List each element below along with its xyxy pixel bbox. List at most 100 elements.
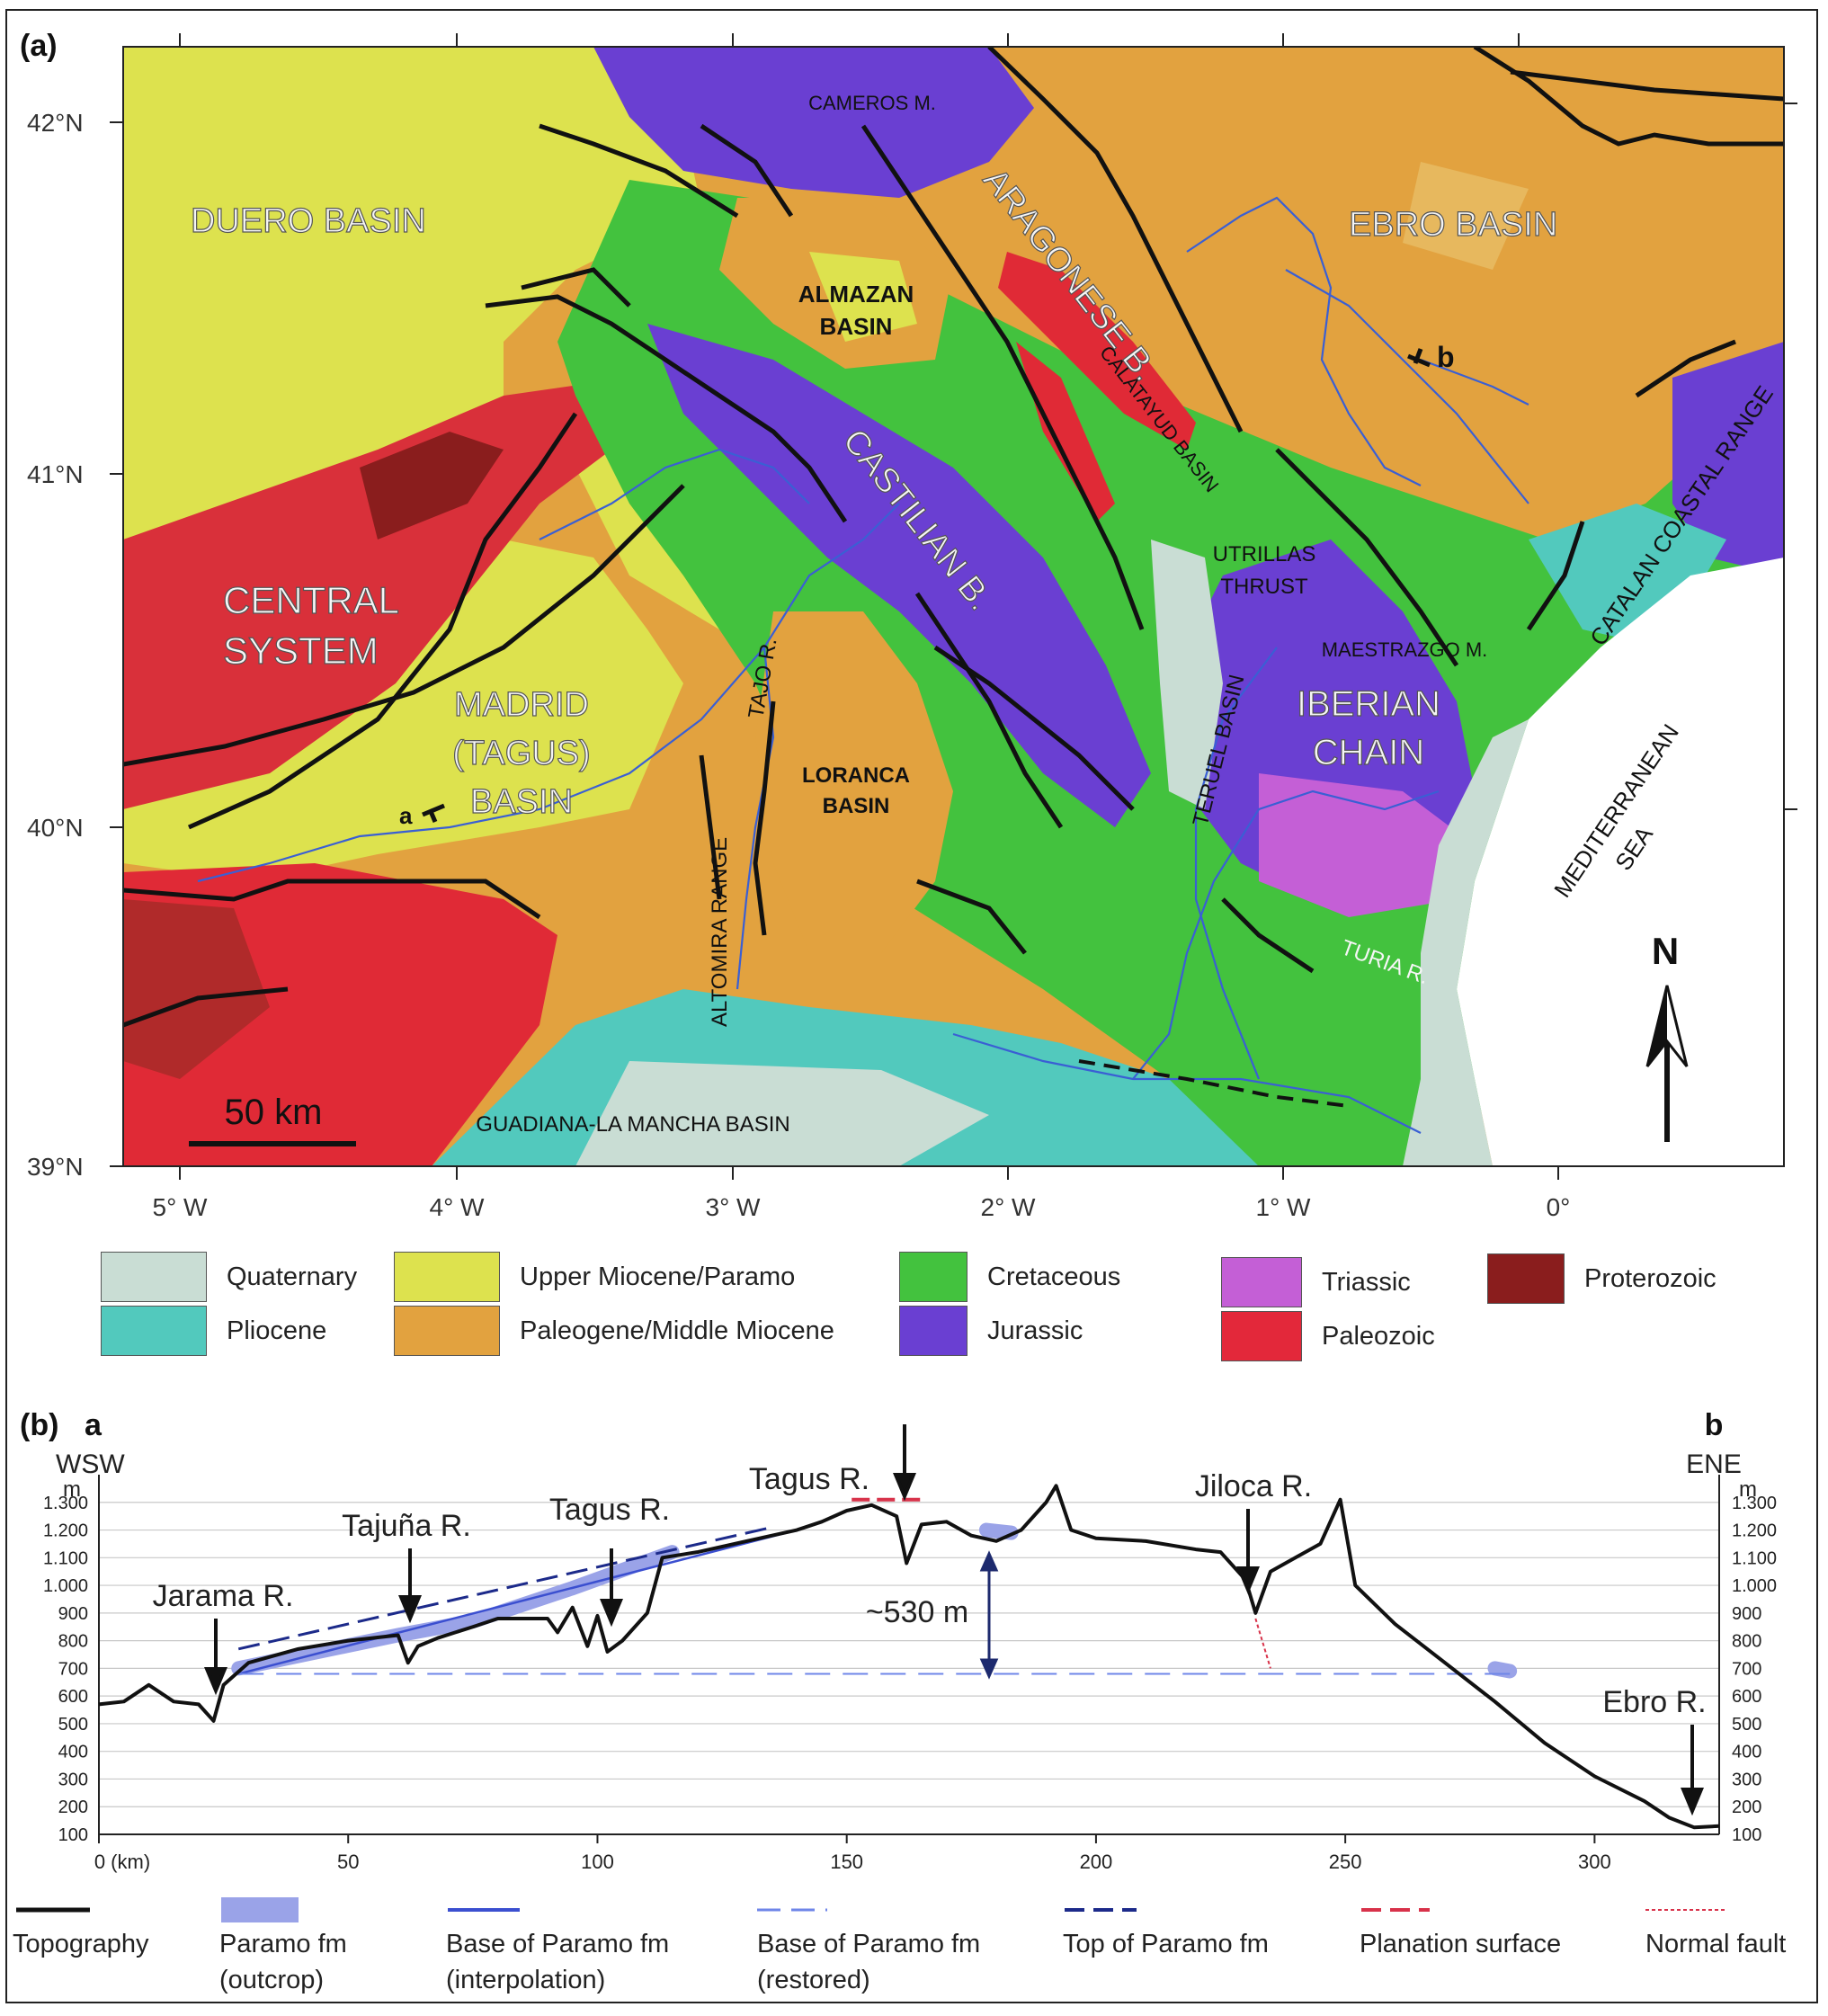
swatch-paleogene [394, 1306, 500, 1356]
river-ebro-label: Ebro R. [1602, 1685, 1706, 1719]
river-jarama-label: Jarama R. [153, 1579, 294, 1613]
lat-label-42: 42°N [27, 109, 84, 137]
scale-bar-label: 50 km [225, 1093, 323, 1132]
elevation-tick-right: 1.200 [1732, 1521, 1777, 1541]
label-ebro-basin: EBRO BASIN [1349, 206, 1557, 244]
legend-upper-miocene-label: Upper Miocene/Paramo [520, 1262, 796, 1291]
river-arrows [204, 1424, 1704, 1816]
profile-end-a: a [85, 1408, 103, 1442]
lon-labels: 5° W 4° W 3° W 2° W 1° W 0° [153, 1193, 1571, 1221]
river-labels: Jarama R. Tajuña R. Tagus R. Tagus R. Ji… [153, 1462, 1707, 1719]
river-jiloca-label: Jiloca R. [1195, 1469, 1312, 1503]
elevation-tick-right: 400 [1732, 1743, 1761, 1762]
elevation-tick-left: 1.300 [43, 1494, 88, 1513]
label-duero-basin: DUERO BASIN [191, 202, 426, 240]
elevation-tick-right: 500 [1732, 1715, 1761, 1735]
legend-paramo-outcrop: Paramo fm (outcrop) [219, 1926, 347, 1998]
distance-tick-label: 250 [1329, 1851, 1362, 1873]
distance-tick-label: 50 [337, 1851, 359, 1873]
lat-labels: 42°N 41°N 40°N 39°N [27, 109, 84, 1181]
legend-jurassic-label: Jurassic [987, 1316, 1083, 1345]
lat-label-41: 41°N [27, 460, 84, 488]
label-iberian-1: IBERIAN [1297, 684, 1440, 724]
legend-proterozoic: Proterozoic [1487, 1253, 1717, 1304]
distance-tick-label: 0 (km) [94, 1851, 150, 1873]
legend-planation-label: Planation surface [1360, 1930, 1562, 1958]
swatch-triassic [1221, 1257, 1302, 1307]
river-tagus-label-1: Tagus R. [549, 1493, 670, 1527]
marker-b [1407, 348, 1431, 368]
lat-label-40: 40°N [27, 814, 84, 842]
elevation-tick-right: 700 [1732, 1659, 1761, 1679]
figure-frame [5, 9, 1818, 2003]
label-almazan-1: ALMAZAN [798, 281, 914, 308]
top-paramo [237, 1525, 772, 1651]
lon-label-5w: 5° W [153, 1193, 209, 1221]
swatch-quaternary [101, 1252, 207, 1302]
legend-planation: Planation surface [1360, 1926, 1561, 1962]
lon-label-3w: 3° W [706, 1193, 762, 1221]
legend-b-symbols [16, 1897, 1726, 1922]
legend-base-interp-line2: (interpolation) [446, 1966, 606, 1994]
lon-label-4w: 4° W [430, 1193, 486, 1221]
label-point-b: b [1437, 341, 1455, 373]
elevation-tick-left: 300 [58, 1770, 88, 1789]
unit-right: m [1739, 1477, 1757, 1502]
elevation-tick-right: 1.100 [1732, 1548, 1777, 1568]
legend-paleogene-label: Paleogene/Middle Miocene [520, 1316, 834, 1345]
normal-fault [1254, 1618, 1271, 1669]
paramo-outcrop [978, 1522, 1019, 1540]
elevation-tick-left: 900 [58, 1604, 88, 1624]
swatch-proterozoic [1487, 1253, 1565, 1304]
legend-base-interp: Base of Paramo fm (interpolation) [446, 1926, 669, 1998]
paramo-outcrop [1487, 1661, 1518, 1679]
legend-paleogene: Paleogene/Middle Miocene [394, 1306, 834, 1356]
profile-end-b: b [1705, 1408, 1724, 1442]
distance-tick-label: 150 [830, 1851, 863, 1873]
elevation-tick-left: 1.200 [43, 1521, 88, 1541]
legend-base-restored-line1: Base of Paramo fm [757, 1930, 981, 1958]
legend-jurassic: Jurassic [899, 1306, 1083, 1356]
label-altomira: ALTOMIRA RANGE [708, 837, 732, 1027]
label-central-system-1: CENTRAL [223, 579, 399, 621]
legend-topography: Topography [13, 1926, 149, 1962]
label-madrid-2: (TAGUS) [452, 735, 590, 772]
elevation-tick-right: 900 [1732, 1604, 1761, 1624]
label-utrillas-1: UTRILLAS [1213, 542, 1316, 566]
offset-arrow [979, 1550, 999, 1680]
panel-b-label: (b) [20, 1408, 58, 1442]
distance-ticks: 0 (km) 50 100 150 200 250 300 [94, 1834, 1611, 1873]
label-madrid-1: MADRID [454, 686, 589, 724]
legend-paramo-outcrop-line1: Paramo fm [219, 1930, 347, 1958]
direction-wsw: WSW [56, 1450, 125, 1479]
legend-normal-fault-label: Normal fault [1645, 1930, 1787, 1958]
distance-tick-label: 200 [1080, 1851, 1113, 1873]
elevation-tick-left: 600 [58, 1687, 88, 1707]
legend-top-paramo: Top of Paramo fm [1063, 1926, 1269, 1962]
elevation-tick-right: 600 [1732, 1687, 1761, 1707]
legend-triassic-label: Triassic [1322, 1267, 1411, 1297]
elevation-tick-left: 1.100 [43, 1548, 88, 1568]
elevation-tick-right: 100 [1732, 1825, 1761, 1845]
topography-line [98, 1484, 1720, 1830]
legend-quaternary: Quaternary [101, 1252, 357, 1302]
swatch-paleozoic [1221, 1311, 1302, 1361]
legend-cretaceous: Cretaceous [899, 1252, 1120, 1302]
river-tajuna-label: Tajuña R. [342, 1509, 471, 1543]
panel-a-label: (a) [20, 29, 58, 63]
legend-base-restored-line2: (restored) [757, 1966, 870, 1994]
label-iberian-2: CHAIN [1313, 733, 1424, 772]
map-ticks [110, 33, 1797, 1180]
legend-paleozoic-label: Paleozoic [1322, 1321, 1435, 1351]
legend-base-restored: Base of Paramo fm (restored) [757, 1926, 980, 1998]
elevation-tick-left: 200 [58, 1797, 88, 1817]
elevation-tick-left: 400 [58, 1743, 88, 1762]
scale-bar: 50 km [189, 1093, 356, 1146]
profile-grid [98, 1475, 1720, 1835]
legend-paleozoic: Paleozoic [1221, 1311, 1435, 1361]
profile-series [98, 1484, 1720, 1830]
legend-upper-miocene: Upper Miocene/Paramo [394, 1252, 795, 1302]
river-tagus-label-2: Tagus R. [749, 1462, 869, 1496]
legend-pliocene: Pliocene [101, 1306, 326, 1356]
